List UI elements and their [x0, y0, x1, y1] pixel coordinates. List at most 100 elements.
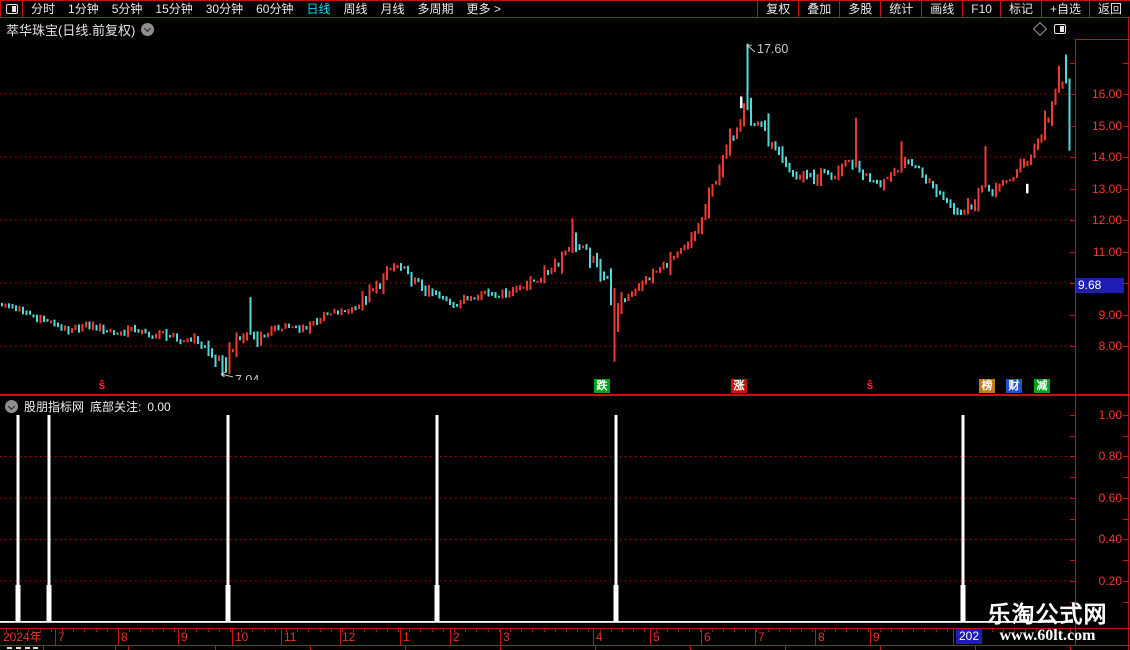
action-button-画线[interactable]: 画线 — [921, 1, 962, 17]
bottom-separator — [405, 646, 406, 650]
xaxis-label-10: 10 — [235, 630, 249, 644]
xaxis-minor-tick — [152, 629, 153, 632]
split-panel-icon — [5, 4, 18, 14]
xaxis-minor-tick — [600, 629, 601, 632]
event-marker-ŝ: ŝ — [866, 378, 874, 392]
action-button-复权[interactable]: 复权 — [757, 1, 798, 17]
title-corner-icons — [1032, 21, 1066, 37]
xaxis-minor-tick — [443, 629, 444, 632]
price-tick — [1070, 62, 1075, 64]
xaxis-minor-tick — [801, 629, 802, 632]
indicator-tick-right — [1123, 560, 1128, 562]
action-button-多股[interactable]: 多股 — [839, 1, 880, 17]
indicator-name: 底部关注: — [90, 400, 142, 414]
period-tab-分时[interactable]: 分时 — [31, 2, 56, 16]
xaxis-minor-tick — [555, 629, 556, 632]
xaxis-minor-tick — [622, 629, 623, 632]
indicator-tick-right — [1123, 518, 1128, 520]
action-button-叠加[interactable]: 叠加 — [798, 1, 839, 17]
indicator-label-0.20: 0.20 — [1098, 573, 1122, 588]
month-separator — [701, 629, 702, 645]
event-marker-榜: 榜 — [979, 379, 995, 393]
xaxis-minor-tick — [409, 629, 410, 632]
xaxis-label-1: 1 — [403, 630, 410, 644]
action-button-+自选[interactable]: +自选 — [1040, 1, 1089, 17]
white-bars — [740, 96, 1029, 194]
month-separator — [650, 629, 651, 645]
xaxis-minor-tick — [924, 629, 925, 632]
month-separator — [593, 629, 594, 645]
period-tab-更多 >[interactable]: 更多 > — [466, 2, 501, 16]
price-tick — [1070, 314, 1075, 316]
action-button-F10[interactable]: F10 — [962, 1, 1000, 17]
diamond-icon[interactable] — [1032, 21, 1048, 37]
xaxis-minor-tick — [84, 629, 85, 632]
xaxis-minor-tick — [297, 629, 298, 632]
indicator-source: 股朋指标网 — [24, 400, 85, 414]
event-marker-跌: 跌 — [594, 379, 610, 393]
indicator-dropdown-icon[interactable] — [5, 400, 18, 413]
event-marker-减: 减 — [1034, 379, 1050, 393]
bottom-glyph-fragment — [25, 647, 30, 649]
period-tab-60分钟[interactable]: 60分钟 — [256, 2, 294, 16]
month-separator — [450, 629, 451, 645]
price-tick — [1070, 125, 1075, 127]
xaxis-minor-tick — [891, 629, 892, 632]
xaxis-minor-tick — [241, 629, 242, 632]
watermark-url: www.60lt.com — [999, 627, 1096, 644]
xaxis-minor-tick — [252, 629, 253, 632]
title-dropdown-icon[interactable] — [141, 22, 155, 36]
panel-icon[interactable] — [1054, 24, 1066, 34]
xaxis-minor-tick — [633, 629, 634, 632]
action-button-统计[interactable]: 统计 — [880, 1, 921, 17]
xaxis-minor-tick — [62, 629, 63, 632]
period-tab-15分钟[interactable]: 15分钟 — [155, 2, 193, 16]
period-tab-5分钟[interactable]: 5分钟 — [111, 2, 143, 16]
xaxis-minor-tick — [208, 629, 209, 632]
layout-toggle-button[interactable] — [0, 1, 23, 17]
price-tick — [1070, 157, 1075, 158]
xaxis-minor-tick — [28, 629, 29, 632]
xaxis-minor-tick — [320, 629, 321, 632]
period-tab-30分钟[interactable]: 30分钟 — [205, 2, 244, 16]
indicator-label-1.00: 1.00 — [1098, 408, 1122, 422]
xaxis-minor-tick — [353, 629, 354, 632]
xaxis-minor-tick — [779, 629, 780, 632]
xaxis-minor-tick — [846, 629, 847, 632]
annotation-high-label: 17.60 — [757, 42, 788, 56]
month-separator — [815, 629, 816, 645]
xaxis-highlight-label: 202 — [956, 629, 982, 644]
action-button-标记[interactable]: 标记 — [999, 1, 1041, 17]
xaxis-bottom-line — [0, 645, 1130, 646]
xaxis-label-9: 9 — [181, 630, 188, 644]
bottom-separator — [690, 646, 691, 650]
bottom-separator — [310, 646, 311, 650]
xaxis-minor-tick — [73, 629, 74, 632]
xaxis-minor-tick — [936, 629, 937, 632]
price-tick-right — [1123, 346, 1128, 347]
xaxis-minor-tick — [465, 629, 466, 632]
xaxis-minor-tick — [992, 629, 993, 632]
xaxis-minor-tick — [588, 629, 589, 632]
month-separator — [870, 629, 871, 645]
xaxis-minor-tick — [342, 629, 343, 632]
period-tab-日线[interactable]: 日线 — [306, 2, 331, 16]
candlestick-series — [1, 43, 1071, 377]
xaxis-minor-tick — [286, 629, 287, 632]
price-tick — [1070, 94, 1075, 95]
xaxis-minor-tick — [835, 629, 836, 632]
xaxis-label-8: 8 — [121, 630, 128, 644]
period-tab-多周期[interactable]: 多周期 — [417, 2, 454, 16]
indicator-tick — [1070, 415, 1075, 416]
month-separator — [281, 629, 282, 645]
action-button-返回[interactable]: 返回 — [1088, 1, 1130, 17]
xaxis-label-7: 7 — [758, 630, 765, 644]
last-price-tag: 9.68 — [1076, 278, 1124, 293]
period-tab-月线[interactable]: 月线 — [380, 2, 405, 16]
xaxis-minor-tick — [611, 629, 612, 632]
price-tick — [1070, 188, 1075, 190]
month-separator — [500, 629, 501, 645]
period-tab-周线[interactable]: 周线 — [343, 2, 368, 16]
xaxis-minor-tick — [723, 629, 724, 632]
period-tab-1分钟[interactable]: 1分钟 — [68, 2, 99, 16]
